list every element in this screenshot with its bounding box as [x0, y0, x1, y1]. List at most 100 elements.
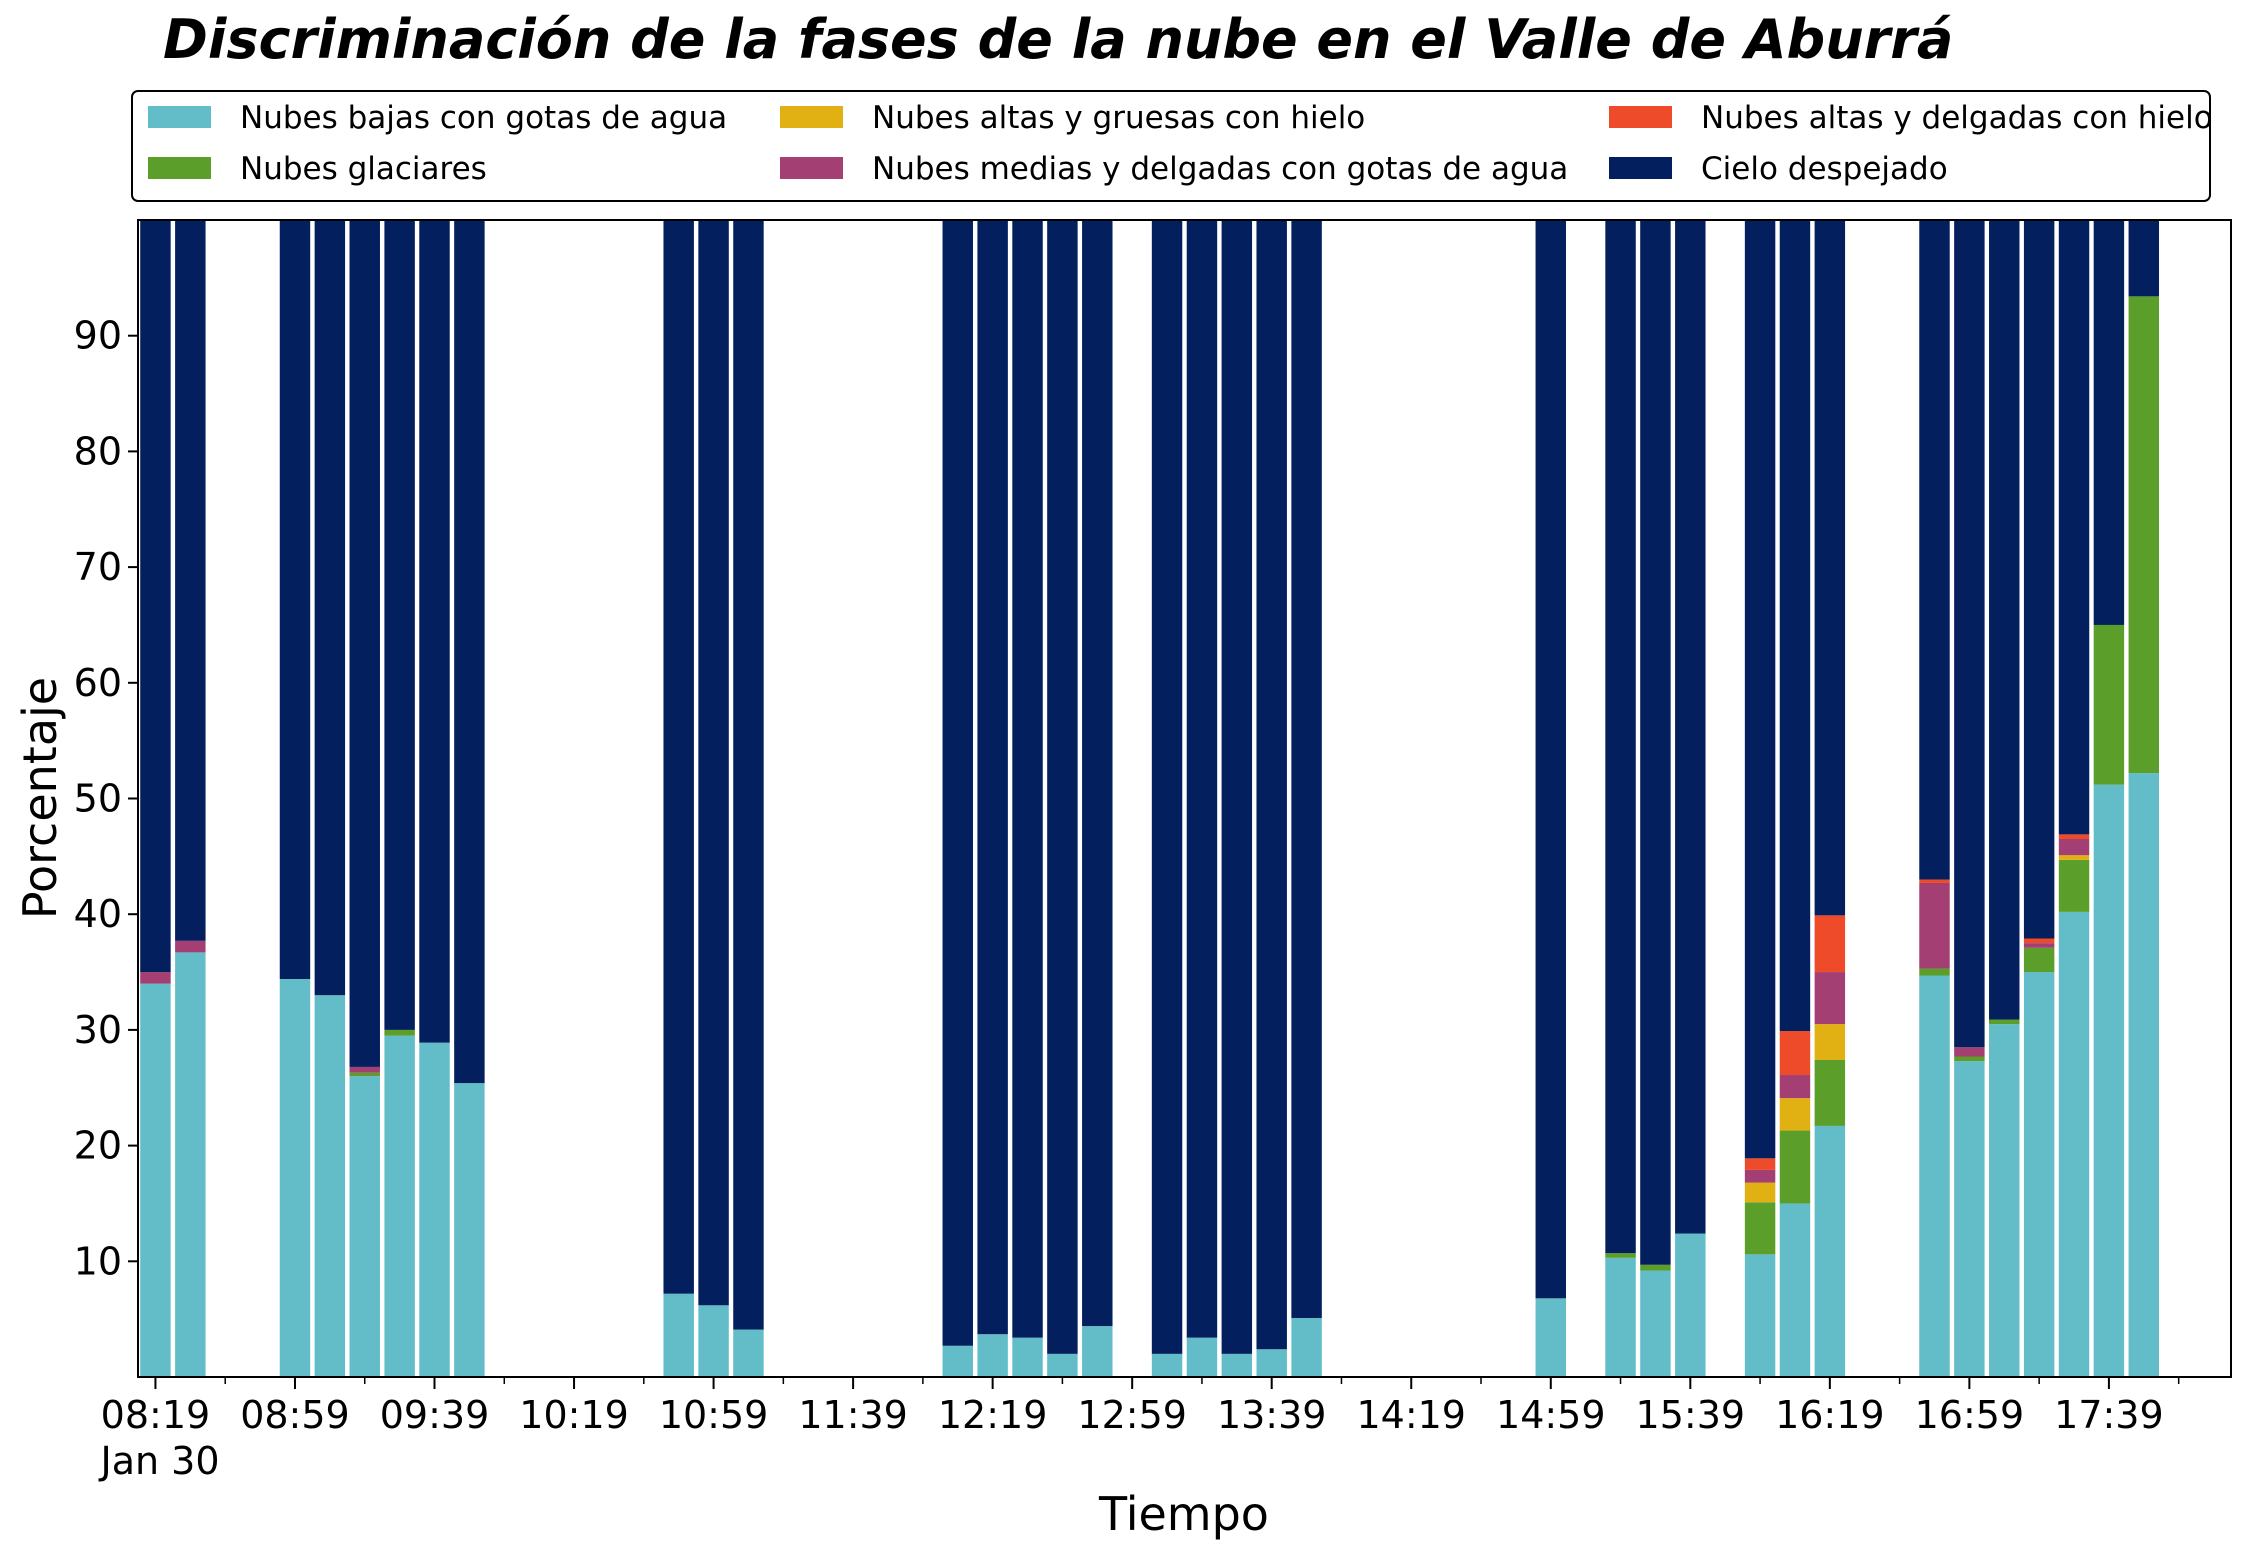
legend: Nubes bajas con gotas de agua Nubes altas…: [131, 90, 2213, 202]
bar-segment-25-0: [1744, 1254, 1776, 1377]
bar-segment-23-1: [1640, 1264, 1671, 1271]
bar-segment-11-5: [942, 220, 973, 1346]
legend-swatch: [1609, 106, 1672, 128]
bar-segment-2-0: [279, 978, 311, 1377]
bar-segment-31-4: [2023, 938, 2055, 944]
plot-area: 10 20 30 40 50 60 70 80 90 08:19 08:59 09:39 10:19 1…: [74, 219, 2232, 1437]
bar-segment-13-0: [1012, 1337, 1043, 1377]
x-tick-label: 11:39: [798, 1393, 908, 1437]
bar-segment-15-5: [1082, 220, 1113, 1327]
bar-segment-31-3: [2023, 943, 2055, 948]
bar-segment-9-5: [698, 220, 729, 1306]
x-tick-label: 08:19: [101, 1393, 211, 1437]
x-axis-ticks: 08:19 08:59 09:39 10:19 10:59 11:39 12:19 12:59…: [101, 1377, 2180, 1437]
bar-segment-24-0: [1675, 1233, 1706, 1377]
bar-segment-28-1: [1919, 968, 1950, 976]
y-tick-label: 90: [74, 314, 122, 358]
bar-segment-31-1: [2023, 947, 2055, 973]
y-tick-label: 10: [74, 1239, 122, 1283]
bar-segment-27-0: [1814, 1125, 1846, 1377]
bar-segment-18-5: [1221, 220, 1253, 1354]
x-axis-label: Tiempo: [1098, 1487, 1269, 1541]
x-axis-date-label: Jan 30: [98, 1439, 219, 1483]
bar-segment-27-4: [1814, 915, 1846, 973]
y-axis-label: Porcentaje: [13, 677, 67, 919]
x-tick-label: 16:19: [1775, 1393, 1885, 1437]
bar-segment-34-0: [2128, 773, 2160, 1377]
legend-label: Nubes altas y delgadas con hielo: [1701, 100, 2213, 136]
bar-segment-6-0: [419, 1042, 450, 1377]
bar-segment-15-0: [1082, 1326, 1113, 1377]
bar-segment-26-4: [1779, 1031, 1811, 1076]
bar-segment-10-5: [733, 220, 764, 1330]
bar-segment-22-5: [1605, 220, 1636, 1254]
bar-segment-29-3: [1954, 1047, 1985, 1057]
bar-segment-30-5: [1989, 220, 2020, 1020]
bar-segment-12-5: [977, 220, 1008, 1335]
bar-segment-23-0: [1640, 1270, 1671, 1377]
legend-swatch: [780, 106, 843, 128]
bar-segment-1-3: [175, 940, 206, 953]
bar-segment-21-0: [1535, 1298, 1566, 1377]
bar-segment-29-0: [1954, 1061, 1985, 1377]
bar-segment-14-0: [1047, 1353, 1078, 1377]
bar-segment-22-1: [1605, 1253, 1636, 1258]
bar-segment-3-0: [314, 995, 346, 1377]
x-tick-label: 09:39: [380, 1393, 490, 1437]
bar-segment-21-5: [1535, 220, 1566, 1299]
bar-segment-18-0: [1221, 1353, 1253, 1377]
bar-segment-25-2: [1744, 1182, 1776, 1203]
bar-segment-19-5: [1256, 220, 1287, 1350]
bar-segment-32-3: [2058, 839, 2090, 856]
legend-label: Nubes altas y gruesas con hielo: [872, 100, 1365, 136]
bar-segment-4-5: [349, 220, 380, 1067]
bar-segment-0-5: [140, 220, 171, 973]
bar-segment-32-0: [2058, 911, 2090, 1377]
bar-segment-26-2: [1779, 1098, 1811, 1131]
bar-segment-0-3: [140, 972, 171, 984]
bar-segment-6-5: [419, 220, 450, 1043]
bars: [140, 220, 2160, 1377]
bar-segment-8-0: [663, 1293, 694, 1377]
x-tick-label: 10:59: [659, 1393, 769, 1437]
bar-segment-7-0: [454, 1083, 485, 1377]
x-tick-label: 14:59: [1496, 1393, 1606, 1437]
bar-segment-30-0: [1989, 1024, 2020, 1377]
bar-segment-7-5: [454, 220, 485, 1084]
bar-segment-26-1: [1779, 1130, 1811, 1204]
bar-segment-28-5: [1919, 220, 1950, 880]
chart-title: Discriminación de la fases de la nube en…: [163, 8, 1953, 71]
legend-swatch: [780, 157, 843, 179]
y-tick-label: 70: [74, 545, 122, 589]
bar-segment-22-0: [1605, 1257, 1636, 1377]
bar-segment-17-0: [1186, 1337, 1218, 1377]
legend-swatch: [148, 157, 211, 179]
bar-segment-10-0: [733, 1329, 764, 1377]
y-axis-ticks: 10 20 30 40 50 60 70 80 90: [74, 314, 138, 1283]
x-tick-label: 10:19: [519, 1393, 629, 1437]
bar-segment-27-5: [1814, 220, 1846, 916]
bar-segment-8-5: [663, 220, 694, 1294]
bar-segment-16-5: [1151, 220, 1183, 1354]
x-tick-label: 17:39: [2054, 1393, 2164, 1437]
legend-label: Nubes glaciares: [240, 151, 487, 187]
bar-segment-29-5: [1954, 220, 1985, 1048]
bar-segment-33-0: [2093, 784, 2125, 1377]
bar-segment-25-1: [1744, 1202, 1776, 1255]
bar-segment-33-5: [2093, 220, 2125, 625]
bar-segment-13-5: [1012, 220, 1043, 1338]
x-tick-label: 16:59: [1915, 1393, 2025, 1437]
plot-frame: [137, 219, 2232, 1378]
bar-segment-32-5: [2058, 220, 2090, 835]
bar-segment-12-0: [977, 1334, 1008, 1377]
x-tick-label: 08:59: [240, 1393, 350, 1437]
bar-segment-20-5: [1291, 220, 1322, 1318]
bar-segment-26-5: [1779, 220, 1811, 1032]
bar-segment-34-1: [2128, 296, 2160, 774]
bar-segment-14-5: [1047, 220, 1078, 1354]
bar-segment-9-0: [698, 1305, 729, 1377]
bar-segment-34-5: [2128, 220, 2160, 297]
bar-segment-19-0: [1256, 1349, 1287, 1377]
y-tick-label: 40: [74, 892, 122, 936]
bar-segment-31-5: [2023, 220, 2055, 939]
